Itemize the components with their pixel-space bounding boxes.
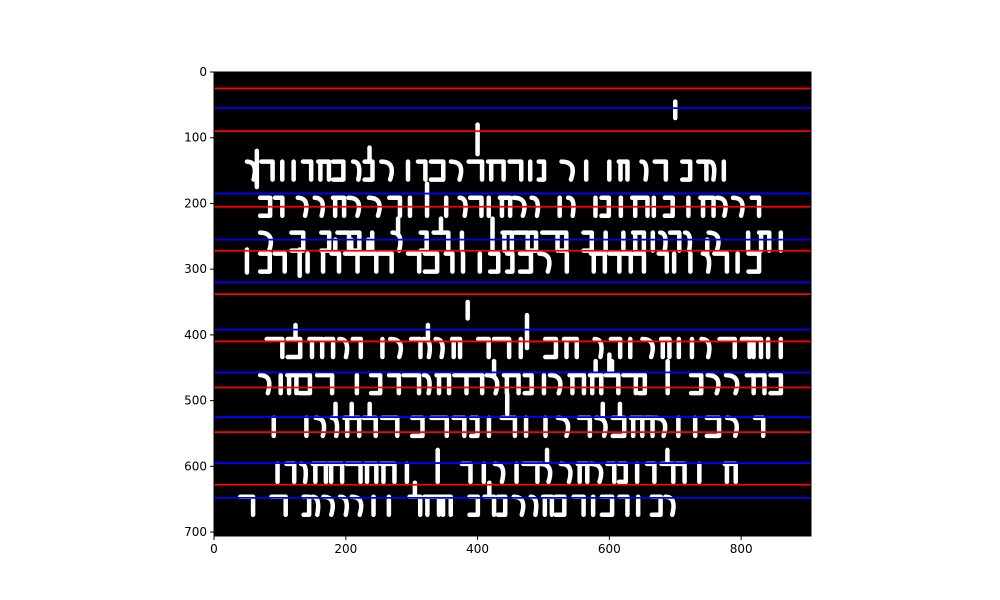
x-tick-label-600: 600 <box>598 542 621 556</box>
y-tick-label-400: 400 <box>184 328 207 342</box>
x-tick-label-800: 800 <box>730 542 753 556</box>
x-tick-label-400: 400 <box>466 542 489 556</box>
y-tick-label-700: 700 <box>184 525 207 539</box>
manuscript-image <box>214 72 811 536</box>
line-overlays <box>214 87 811 499</box>
y-tick-label-300: 300 <box>184 262 207 276</box>
image-background <box>214 72 811 536</box>
y-tick-label-200: 200 <box>184 196 207 210</box>
y-tick-label-0: 0 <box>199 65 207 79</box>
axes: 0 200 400 600 800 0 100 200 300 400 500 600 700 <box>184 65 812 556</box>
axes-frame <box>213 71 812 537</box>
y-tick-label-600: 600 <box>184 459 207 473</box>
y-tick-label-100: 100 <box>184 131 207 145</box>
x-tick-label-200: 200 <box>334 542 357 556</box>
x-tick-label-0: 0 <box>210 542 218 556</box>
y-tick-label-500: 500 <box>184 394 207 408</box>
handwriting-strokes <box>238 99 784 518</box>
